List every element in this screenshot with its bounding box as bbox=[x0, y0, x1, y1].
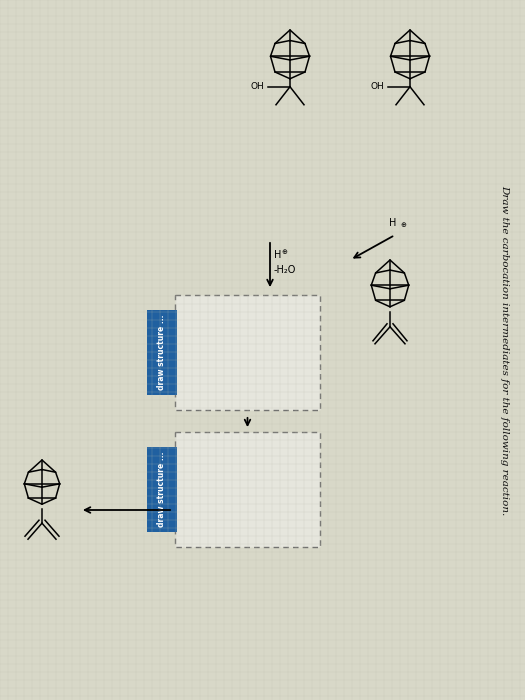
Text: H: H bbox=[390, 218, 397, 228]
Bar bbox=[175, 295, 320, 410]
Bar bbox=[147, 447, 177, 532]
Text: draw structure ...: draw structure ... bbox=[158, 452, 166, 526]
Text: ⊕: ⊕ bbox=[281, 249, 287, 255]
Text: Draw the carbocation intermediates for the following reaction.: Draw the carbocation intermediates for t… bbox=[500, 185, 509, 515]
Bar bbox=[175, 432, 320, 547]
Text: -H₂O: -H₂O bbox=[274, 265, 297, 275]
Bar bbox=[147, 310, 177, 395]
Text: H: H bbox=[274, 250, 281, 260]
Text: draw structure ...: draw structure ... bbox=[158, 314, 166, 390]
Text: OH: OH bbox=[370, 83, 384, 91]
Text: ⊕: ⊕ bbox=[400, 222, 406, 228]
Text: OH: OH bbox=[250, 83, 264, 91]
